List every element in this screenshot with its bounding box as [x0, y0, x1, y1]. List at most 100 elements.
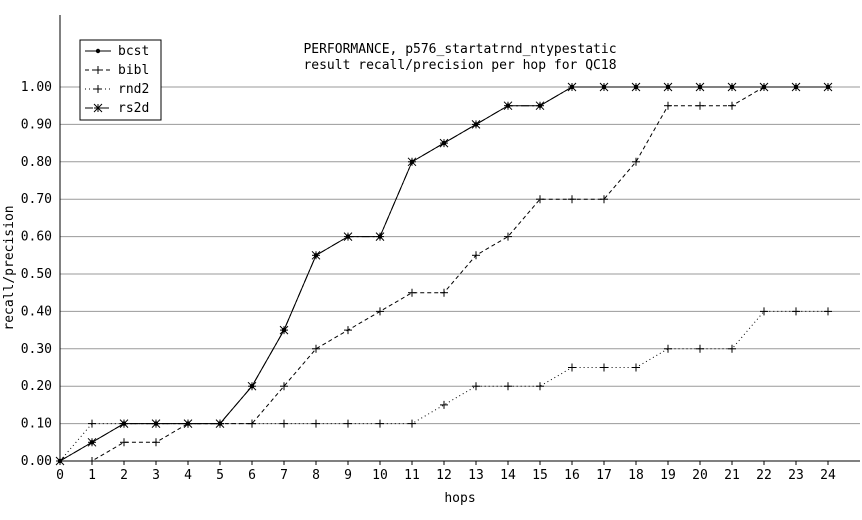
data-point-rnd2	[792, 307, 800, 316]
gridlines	[60, 86, 860, 462]
data-point-rnd2	[408, 419, 416, 428]
x-tick-label: 6	[248, 468, 256, 483]
data-point-rnd2	[760, 307, 768, 316]
x-tick-label: 7	[280, 468, 288, 483]
data-point-rs2d	[407, 157, 417, 167]
x-tick-label: 4	[184, 468, 192, 483]
data-point-rnd2	[632, 363, 640, 372]
x-tick-label: 12	[436, 468, 452, 483]
data-point-rnd2	[696, 344, 704, 353]
legend-label: rs2d	[118, 101, 149, 116]
data-point-bibl	[696, 101, 704, 110]
data-point-bibl	[408, 288, 416, 297]
x-tick-label: 11	[404, 468, 420, 483]
x-tick-label: 0	[56, 468, 64, 483]
legend-marker	[95, 48, 101, 54]
data-point-bibl	[152, 438, 160, 447]
data-point-bibl	[472, 251, 480, 260]
chart-title: PERFORMANCE, p576_startatrnd_ntypestatic	[303, 42, 616, 57]
data-point-rs2d	[791, 82, 801, 92]
data-point-rs2d	[439, 138, 449, 148]
data-point-bibl	[312, 344, 320, 353]
data-point-bibl	[568, 195, 576, 204]
x-tick-label: 23	[788, 468, 804, 483]
legend-label: bcst	[118, 44, 149, 59]
data-point-rs2d	[87, 437, 97, 447]
data-point-rnd2	[344, 419, 352, 428]
x-tick-label: 9	[344, 468, 352, 483]
data-point-rnd2	[88, 419, 96, 428]
x-tick-label: 14	[500, 468, 516, 483]
legend-item-rnd2: rnd2	[85, 82, 149, 97]
data-point-rs2d	[343, 232, 353, 241]
x-tick-label: 13	[468, 468, 484, 483]
data-point-rs2d	[151, 419, 161, 428]
data-point-rs2d	[215, 419, 225, 428]
x-tick-label: 20	[692, 468, 708, 483]
legend-label: bibl	[118, 63, 149, 78]
legend-marker	[94, 85, 102, 93]
x-tick-label: 18	[628, 468, 644, 483]
data-point-rs2d	[727, 82, 737, 92]
x-tick-label: 1	[88, 468, 96, 483]
x-tick-label: 3	[152, 468, 160, 483]
x-tick-label: 15	[532, 468, 548, 483]
data-point-rs2d	[759, 82, 769, 92]
data-point-rnd2	[440, 400, 448, 409]
data-point-rnd2	[728, 344, 736, 353]
data-point-bibl	[120, 438, 128, 447]
x-tick-label: 16	[564, 468, 580, 483]
x-tick-labels: 0 1 2 3 4 5 6 7 8 9 10 11 12 13 14 15 16 17 18 19 20 21 22 23 24	[56, 468, 836, 483]
data-point-rs2d	[599, 82, 609, 92]
data-point-rnd2	[376, 419, 384, 428]
legend-item-rs2d: rs2d	[85, 101, 149, 116]
data-point-rnd2	[504, 382, 512, 391]
data-point-rnd2	[536, 382, 544, 391]
data-point-bibl	[440, 288, 448, 297]
legend-marker	[94, 66, 102, 74]
legend-marker	[93, 103, 103, 113]
legend: bcst bibl rnd2 rs2d	[79, 39, 162, 121]
data-point-rnd2	[472, 382, 480, 391]
x-tick-label: 22	[756, 468, 772, 483]
x-tick-label: 17	[596, 468, 612, 483]
data-point-bibl	[632, 157, 640, 166]
legend-item-bibl: bibl	[85, 63, 149, 78]
data-point-bibl	[664, 101, 672, 110]
x-tick-label: 19	[660, 468, 676, 483]
data-point-bibl	[536, 195, 544, 204]
data-point-rs2d	[567, 82, 577, 92]
x-tick-label: 24	[820, 468, 836, 483]
y-axis-label: recall/precision	[2, 205, 17, 330]
data-point-rs2d	[247, 381, 257, 391]
data-point-rs2d	[119, 419, 129, 428]
data-point-bibl	[88, 457, 96, 465]
data-point-rs2d	[183, 419, 193, 428]
chart-subtitle: result recall/precision per hop for QC18	[303, 58, 616, 73]
data-point-rs2d	[311, 250, 321, 260]
data-point-rnd2	[664, 344, 672, 353]
data-point-rnd2	[568, 363, 576, 372]
legend-box	[79, 39, 162, 121]
data-point-rnd2	[248, 419, 256, 428]
y-tick-label: 0.20	[21, 379, 52, 394]
y-tick-label: 0.90	[21, 117, 52, 132]
y-tick-labels: 0.00 0.10 0.20 0.30 0.40 0.50 0.60 0.70 0.80 0.90…	[21, 80, 52, 469]
data-point-bibl	[280, 382, 288, 391]
y-tick-label: 0.80	[21, 155, 52, 170]
x-tick-label: 5	[216, 468, 224, 483]
data-point-bibl	[344, 326, 352, 335]
x-tick-label: 2	[120, 468, 128, 483]
y-tick-label: 0.70	[21, 192, 52, 207]
data-point-rs2d	[55, 456, 65, 466]
data-point-rs2d	[695, 82, 705, 92]
data-point-rs2d	[631, 82, 641, 92]
data-point-rs2d	[375, 232, 385, 241]
data-point-rs2d	[663, 82, 673, 92]
data-point-rnd2	[600, 363, 608, 372]
y-tick-label: 0.00	[21, 454, 52, 469]
data-point-rnd2	[280, 419, 288, 428]
series-rs2d	[55, 82, 833, 466]
data-point-bibl	[600, 195, 608, 204]
